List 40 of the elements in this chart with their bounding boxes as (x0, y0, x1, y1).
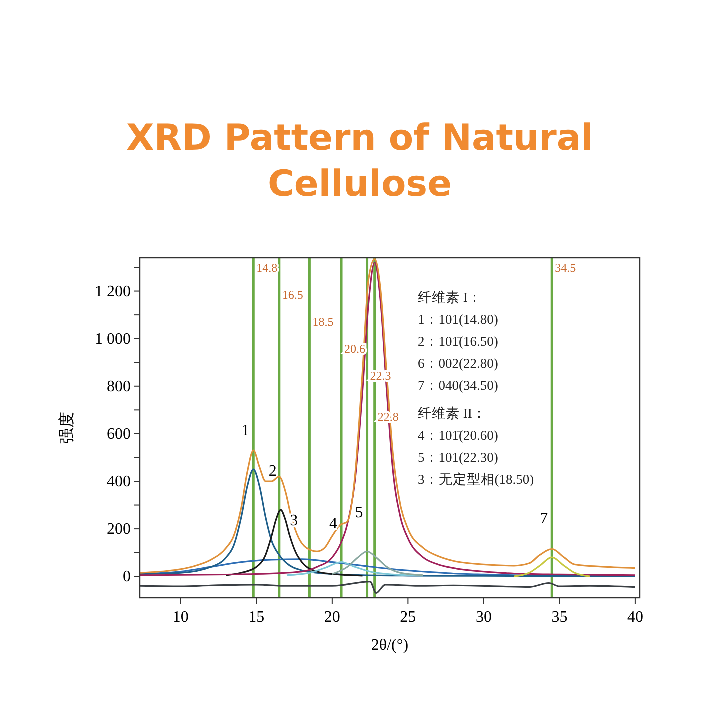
annotation: 5 (355, 504, 364, 522)
annotation: 3：无定型相(18.50) (418, 472, 534, 487)
ref-line-label: 14.8 (256, 261, 278, 275)
x-tick-label: 30 (476, 609, 492, 626)
y-tick-label: 400 (107, 473, 131, 490)
ref-line-label: 18.5 (312, 315, 334, 329)
annotation: 2：101̄(16.50) (418, 334, 498, 349)
annotation: 6：002(22.80) (418, 356, 498, 371)
annotation: 4：101̄(20.60) (418, 428, 498, 443)
x-tick-label: 10 (172, 609, 189, 626)
x-axis-title: 2θ/(°) (371, 637, 409, 654)
line-series (513, 556, 591, 578)
x-tick-label: 35 (552, 609, 568, 626)
y-tick-label: 1 000 (95, 330, 131, 348)
line-series (332, 550, 424, 576)
ref-line-label: 34.5 (555, 261, 576, 275)
annotation: 纤维素 I： (418, 290, 482, 305)
line-series (140, 581, 636, 594)
y-tick-label: 600 (107, 426, 131, 443)
ref-line-label: 16.5 (282, 288, 304, 302)
y-tick-label: 0 (123, 568, 131, 586)
annotation: 7：040(34.50) (418, 378, 498, 393)
line-series (226, 509, 364, 577)
chart-title: XRD Pattern of Natural Cellulose (126, 118, 594, 205)
annotation: 4 (330, 515, 338, 532)
y-axis-title: 强度 (58, 412, 76, 444)
x-tick-label: 20 (324, 609, 340, 626)
y-tick-label: 1 200 (95, 283, 131, 300)
annotation: 纤维素 II： (418, 406, 486, 421)
y-tick-label: 200 (107, 521, 131, 538)
annotation: 2 (268, 463, 277, 480)
annotation: 5：101(22.30) (418, 450, 498, 465)
annotation: 1 (242, 422, 250, 440)
x-tick-label: 15 (248, 609, 265, 626)
annotation: 7 (540, 510, 548, 528)
annotation: 1：101(14.80) (418, 312, 498, 327)
line-series (286, 562, 424, 577)
y-tick-label: 800 (107, 378, 131, 396)
x-tick-label: 25 (400, 609, 416, 626)
x-tick-label: 40 (627, 609, 644, 626)
